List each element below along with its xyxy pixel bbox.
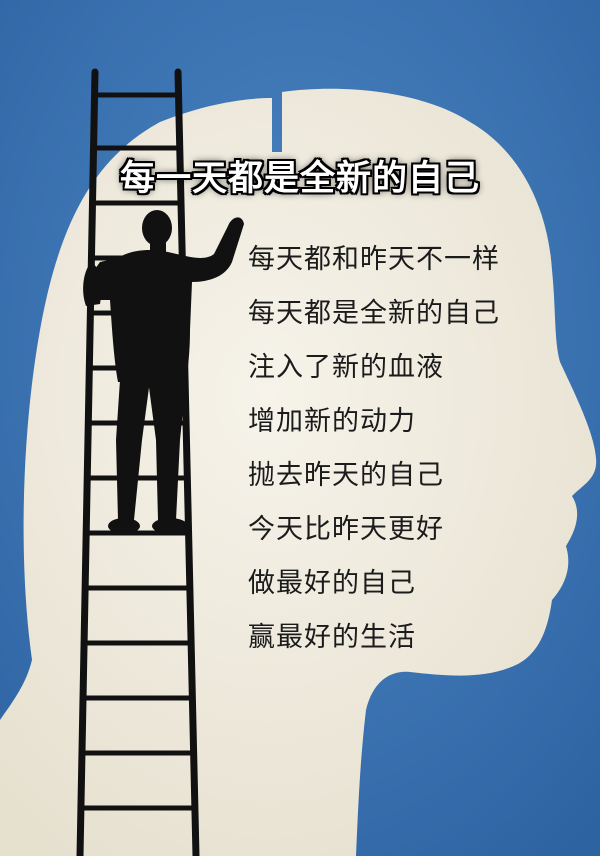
poem-lines: 每天都和昨天不一样 每天都是全新的自己 注入了新的血液 增加新的动力 抛去昨天的… (248, 246, 500, 678)
poem-line: 赢最好的生活 (248, 622, 416, 653)
poem-line: 抛去昨天的自己 (248, 460, 444, 491)
poster-title: 每一天都是全新的自己 (120, 158, 481, 199)
poem-line: 注入了新的血液 (248, 352, 444, 383)
poem-line: 做最好的自己 (248, 568, 416, 599)
poem-line: 每天都和昨天不一样 (248, 244, 500, 275)
poem-line: 今天比昨天更好 (248, 514, 444, 545)
poem-line: 增加新的动力 (248, 406, 416, 437)
poem-line: 每天都是全新的自己 (248, 298, 500, 329)
climbing-man-silhouette (83, 210, 244, 534)
